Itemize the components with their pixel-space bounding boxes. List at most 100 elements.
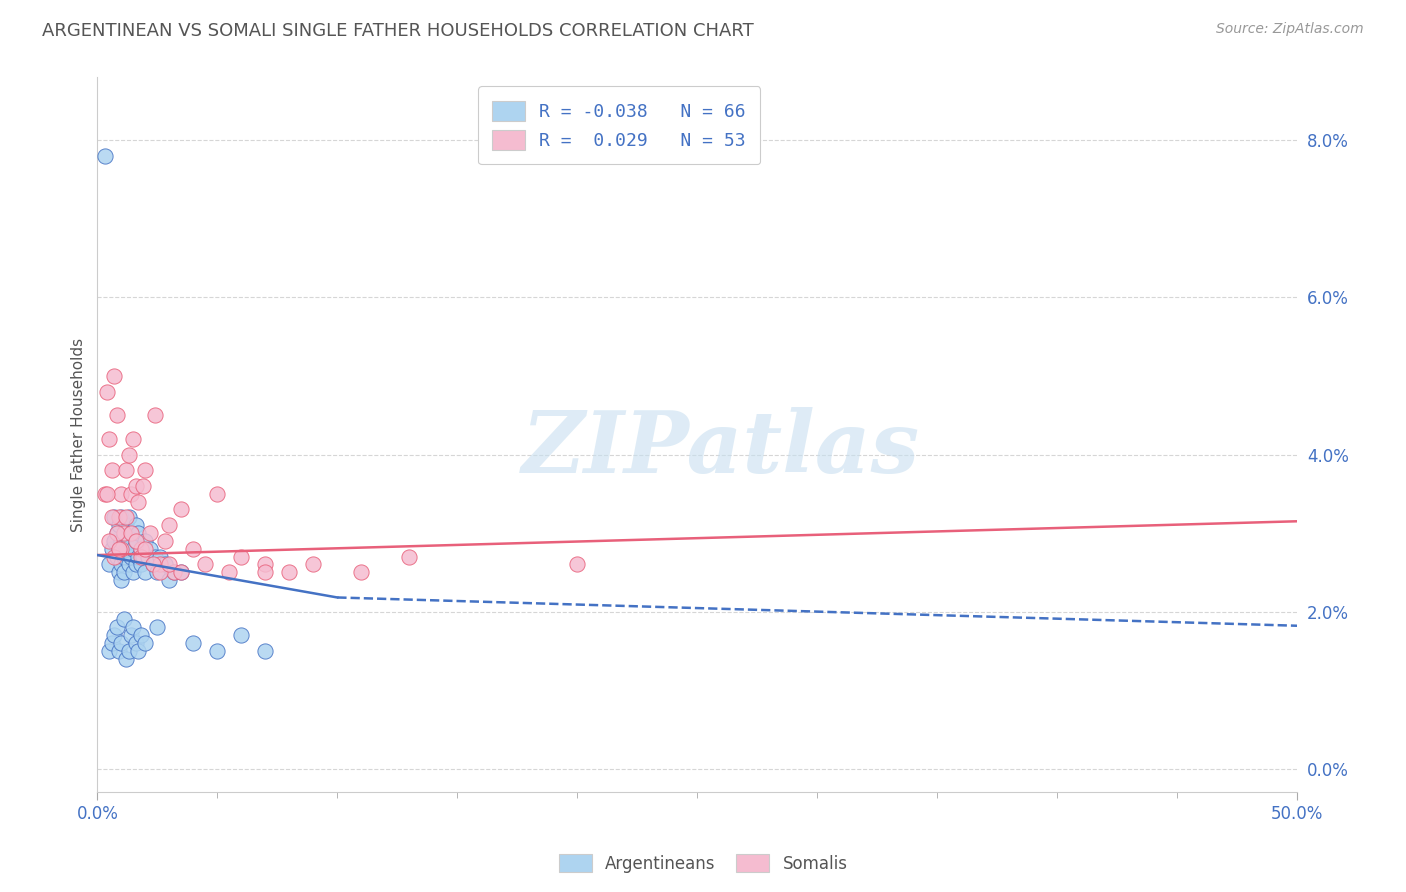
Point: [105, 620, 128, 634]
Point: [105, 526, 128, 541]
Point: [136, 549, 159, 564]
Point: [129, 541, 152, 556]
Point: [163, 566, 186, 580]
Point: [183, 541, 205, 556]
Point: [170, 566, 193, 580]
Point: [254, 558, 277, 572]
Point: [115, 652, 138, 666]
Point: [100, 510, 122, 524]
Point: [108, 541, 131, 556]
Point: [143, 408, 166, 422]
Point: [127, 549, 149, 564]
Point: [125, 479, 148, 493]
Point: [108, 566, 131, 580]
Legend: Argentineans, Somalis: Argentineans, Somalis: [553, 847, 853, 880]
Point: [115, 541, 138, 556]
Point: [149, 549, 172, 564]
Point: [129, 628, 152, 642]
Point: [122, 541, 145, 556]
Point: [120, 628, 142, 642]
Point: [117, 448, 139, 462]
Point: [302, 558, 325, 572]
Point: [110, 541, 132, 556]
Point: [98, 533, 121, 548]
Point: [129, 541, 152, 556]
Point: [120, 526, 142, 541]
Text: ARGENTINEAN VS SOMALI SINGLE FATHER HOUSEHOLDS CORRELATION CHART: ARGENTINEAN VS SOMALI SINGLE FATHER HOUS…: [42, 22, 754, 40]
Point: [163, 566, 186, 580]
Point: [129, 558, 152, 572]
Point: [112, 549, 135, 564]
Point: [127, 644, 149, 658]
Point: [146, 620, 169, 634]
Point: [112, 612, 135, 626]
Point: [108, 541, 131, 556]
Point: [103, 549, 125, 564]
Point: [100, 541, 122, 556]
Point: [112, 526, 135, 541]
Point: [139, 541, 162, 556]
Point: [110, 558, 132, 572]
Point: [278, 566, 301, 580]
Point: [100, 636, 122, 650]
Point: [132, 479, 155, 493]
Point: [108, 644, 131, 658]
Point: [134, 566, 156, 580]
Point: [129, 549, 152, 564]
Text: ZIPatlas: ZIPatlas: [522, 408, 921, 491]
Point: [110, 510, 132, 524]
Point: [110, 533, 132, 548]
Point: [98, 432, 121, 446]
Point: [398, 549, 420, 564]
Point: [134, 541, 156, 556]
Point: [194, 558, 217, 572]
Y-axis label: Single Father Households: Single Father Households: [72, 338, 86, 532]
Point: [125, 558, 148, 572]
Point: [117, 510, 139, 524]
Point: [254, 644, 277, 658]
Point: [122, 566, 145, 580]
Point: [96, 384, 118, 399]
Point: [132, 549, 155, 564]
Point: [127, 494, 149, 508]
Point: [120, 549, 142, 564]
Point: [350, 566, 373, 580]
Point: [103, 368, 125, 383]
Point: [108, 510, 131, 524]
Point: [117, 558, 139, 572]
Point: [120, 487, 142, 501]
Point: [125, 533, 148, 548]
Point: [231, 628, 253, 642]
Point: [127, 526, 149, 541]
Point: [139, 526, 162, 541]
Point: [125, 533, 148, 548]
Point: [254, 566, 277, 580]
Point: [98, 644, 121, 658]
Point: [100, 463, 122, 477]
Point: [105, 549, 128, 564]
Point: [146, 566, 169, 580]
Point: [105, 408, 128, 422]
Point: [143, 549, 166, 564]
Legend: R = -0.038   N = 66, R =  0.029   N = 53: R = -0.038 N = 66, R = 0.029 N = 53: [478, 87, 761, 164]
Point: [141, 558, 163, 572]
Point: [153, 558, 176, 572]
Point: [115, 463, 138, 477]
Point: [120, 526, 142, 541]
Point: [183, 636, 205, 650]
Point: [93, 149, 115, 163]
Point: [117, 533, 139, 548]
Point: [108, 518, 131, 533]
Point: [110, 636, 132, 650]
Point: [134, 463, 156, 477]
Point: [218, 566, 240, 580]
Point: [103, 628, 125, 642]
Point: [134, 533, 156, 548]
Point: [207, 487, 229, 501]
Point: [141, 558, 163, 572]
Point: [231, 549, 253, 564]
Text: Source: ZipAtlas.com: Source: ZipAtlas.com: [1216, 22, 1364, 37]
Point: [115, 518, 138, 533]
Point: [125, 518, 148, 533]
Point: [157, 558, 180, 572]
